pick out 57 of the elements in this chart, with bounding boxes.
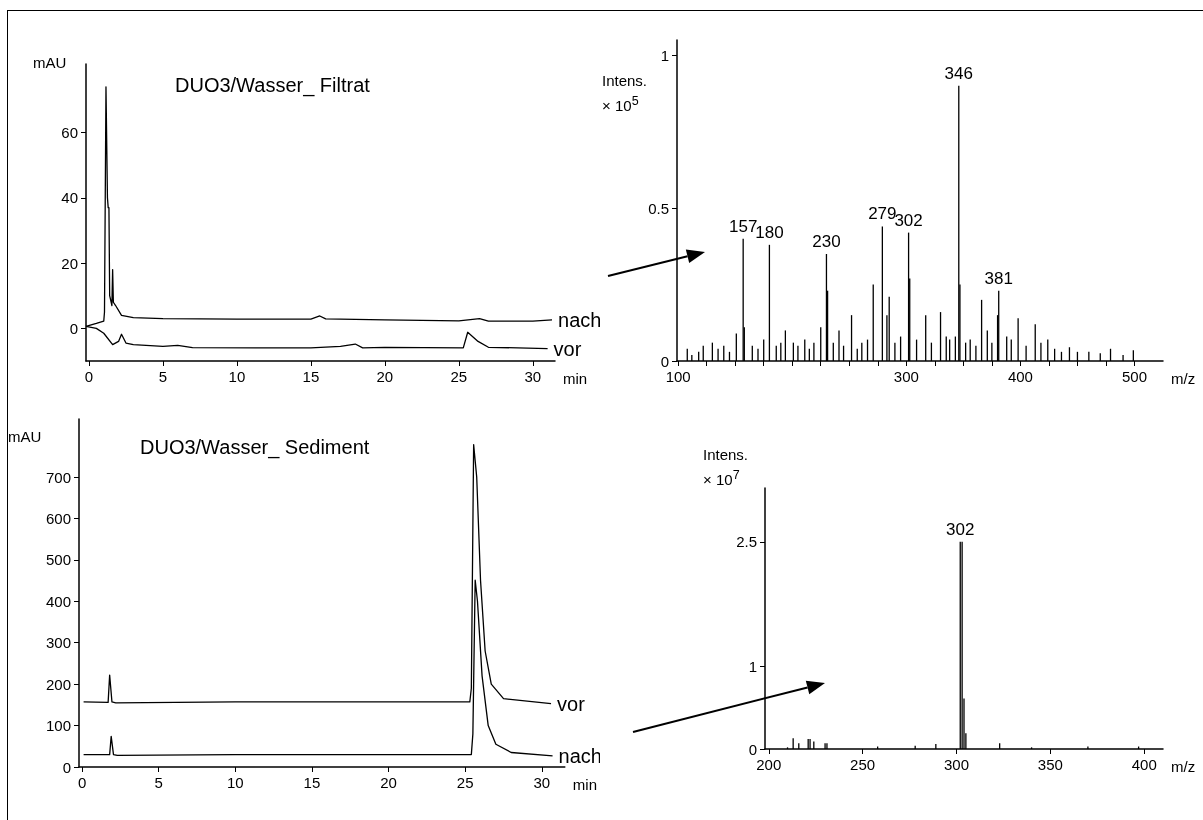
- y-tick-label: 200: [45, 675, 71, 693]
- x-tick-label: 400: [1007, 368, 1033, 385]
- x-tick-label: 250: [850, 756, 876, 773]
- x-tick-label: 10: [228, 368, 246, 385]
- annotation: 230: [812, 232, 841, 251]
- y-tick-label: 2.5: [736, 533, 757, 551]
- y-axis-title: Intens. × 10$^{5}$: [602, 71, 649, 116]
- x-tick-label: 5: [158, 368, 168, 385]
- x-tick-label: 500: [1121, 368, 1147, 385]
- x-tick-label: 25: [450, 368, 468, 385]
- y-tick-label: 0.5: [648, 199, 669, 217]
- series-label: nach: [558, 308, 602, 331]
- annotation: 346: [944, 63, 973, 83]
- x-tick-label: 300: [943, 756, 970, 773]
- annotation: 157: [728, 216, 758, 236]
- y-tick-label: 1: [660, 46, 669, 64]
- x-tick-label: 10: [226, 774, 244, 791]
- text: DUO3/Wasser_ Filtrat: [175, 74, 371, 97]
- annotation: 302: [946, 519, 975, 539]
- annotation: 180: [755, 222, 784, 242]
- y-axis-title: Intens. × 10$^{7}$: [703, 445, 750, 490]
- x-tick-label: 5: [154, 774, 163, 791]
- x-tick-label: 300: [893, 368, 919, 385]
- x-tick-label: 20: [380, 774, 397, 791]
- text: DUO3/Wasser_ Sediment: [140, 436, 370, 459]
- y-tick-label: 0: [660, 352, 669, 370]
- x-tick-label: 400: [1131, 756, 1157, 773]
- y-tick-label: 500: [45, 551, 71, 569]
- y-tick-label: 300: [45, 634, 71, 652]
- y-tick-label: 400: [45, 592, 71, 610]
- y-tick-label: 1: [748, 657, 757, 675]
- y-tick-label: 20: [61, 254, 78, 272]
- y-axis-title: mAU: [33, 53, 68, 73]
- y-tick-label: 700: [45, 468, 71, 486]
- annotation: 381: [984, 268, 1013, 288]
- x-tick-label: 0: [84, 368, 94, 385]
- x-axis-title: m/z: [1171, 758, 1196, 775]
- x-axis-title: min: [572, 776, 597, 793]
- x-tick-label: 350: [1037, 756, 1063, 773]
- x-axis-title: min: [563, 370, 588, 387]
- x-tick-label: 25: [456, 774, 474, 791]
- y-tick-label: 0: [69, 319, 78, 337]
- x-tick-label: 30: [533, 774, 551, 791]
- x-tick-label: 20: [376, 368, 394, 385]
- y-tick-label: 60: [61, 124, 78, 142]
- x-tick-label: 15: [303, 774, 321, 791]
- series-label: vor: [553, 337, 582, 360]
- series-label: nach: [558, 744, 602, 767]
- series-label: vor: [557, 692, 586, 715]
- y-tick-label: 100: [45, 717, 71, 735]
- y-tick-label: 0: [748, 740, 757, 758]
- x-axis-title: m/z: [1171, 370, 1196, 387]
- y-tick-label: 600: [45, 509, 71, 527]
- x-tick-label: 30: [524, 368, 542, 385]
- x-tick-label: 15: [302, 368, 320, 385]
- y-axis-title: mAU: [8, 427, 43, 447]
- y-tick-label: 40: [61, 189, 78, 207]
